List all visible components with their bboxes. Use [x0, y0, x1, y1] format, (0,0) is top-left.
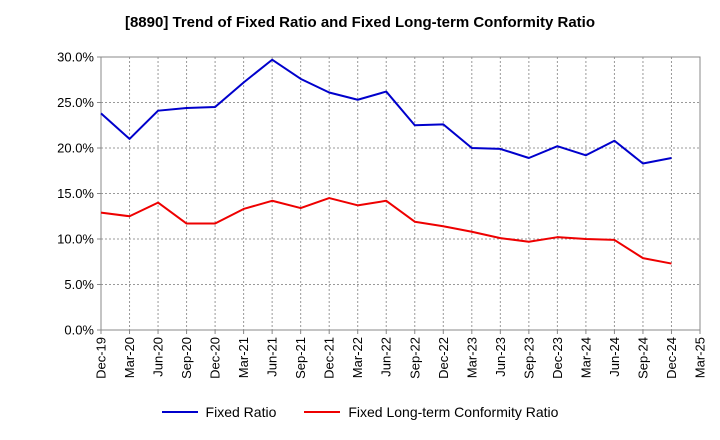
legend-swatch-fixed-long-term-conformity-ratio	[304, 411, 341, 413]
x-tick-label: Jun-24	[607, 337, 622, 377]
y-tick-label: 15.0%	[57, 186, 94, 201]
legend-label-fixed-long-term-conformity-ratio: Fixed Long-term Conformity Ratio	[348, 404, 559, 420]
x-tick-label: Sep-23	[521, 337, 536, 379]
y-tick-label: 25.0%	[57, 95, 94, 110]
series-line-fixed-long-term-conformity-ratio	[100, 197, 672, 265]
legend-item-fixed-ratio: Fixed Ratio	[161, 404, 277, 420]
y-tick-label: 20.0%	[57, 141, 94, 156]
y-tick-label: 0.0%	[64, 323, 94, 338]
x-tick-label: Jun-22	[379, 337, 394, 377]
x-tick-label: Sep-20	[179, 337, 194, 379]
series-line-fixed-ratio	[100, 58, 672, 165]
x-tick-label: Jun-21	[265, 337, 280, 377]
x-tick-label: Jun-20	[151, 337, 166, 377]
x-tick-label: Mar-20	[122, 337, 137, 378]
x-tick-label: Mar-25	[693, 337, 708, 378]
x-tick-label: Mar-23	[464, 337, 479, 378]
x-tick-label: Dec-24	[664, 337, 679, 379]
x-tick-label: Sep-21	[293, 337, 308, 379]
x-tick-label: Mar-22	[350, 337, 365, 378]
x-tick-label: Mar-24	[578, 337, 593, 378]
legend: Fixed Ratio Fixed Long-term Conformity R…	[0, 404, 720, 420]
y-tick-label: 10.0%	[57, 232, 94, 247]
x-tick-label: Dec-23	[550, 337, 565, 379]
chart-title: [8890] Trend of Fixed Ratio and Fixed Lo…	[124, 14, 596, 31]
x-tick-label: Sep-24	[635, 337, 650, 379]
y-tick-label: 5.0%	[64, 277, 94, 292]
x-tick-label: Sep-22	[407, 337, 422, 379]
x-tick-label: Dec-22	[436, 337, 451, 379]
x-tick-label: Mar-21	[236, 337, 251, 378]
legend-swatch-fixed-ratio	[161, 411, 198, 413]
legend-item-fixed-long-term-conformity-ratio: Fixed Long-term Conformity Ratio	[304, 404, 558, 420]
legend-label-fixed-ratio: Fixed Ratio	[205, 404, 277, 420]
x-tick-label: Dec-20	[208, 337, 223, 379]
x-tick-label: Jun-23	[493, 337, 508, 377]
x-tick-label: Dec-21	[322, 337, 337, 379]
x-tick-label: Dec-19	[94, 337, 109, 379]
y-tick-label: 30.0%	[57, 50, 94, 65]
